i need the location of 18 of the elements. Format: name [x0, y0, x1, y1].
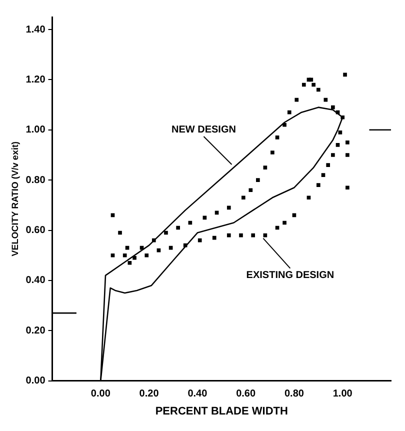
y-tick-label: 0.40 [26, 275, 46, 286]
y-tick-label: 1.40 [26, 24, 46, 36]
x-tick-label: 0.60 [236, 388, 256, 400]
annotation: NEW DESIGN [172, 124, 236, 136]
y-tick-label: 0.60 [26, 225, 46, 236]
x-tick-label: 0.00 [90, 388, 111, 400]
x-tick-label: 0.20 [139, 388, 160, 400]
x-tick-label: 0.40 [188, 388, 208, 400]
y-tick-label: 1.00 [26, 124, 46, 136]
x-axis-title: PERCENT BLADE WIDTH [155, 405, 288, 418]
x-tick-label: 0.80 [284, 388, 304, 400]
y-tick-label: 0.00 [26, 376, 46, 387]
y-tick-label: 0.20 [26, 325, 46, 336]
y-axis-title: VELOCITY RATIO (V/v exit) [10, 142, 20, 256]
x-tick-label: 1.00 [332, 388, 353, 400]
annotation: EXISTING DESIGN [246, 270, 334, 282]
y-tick-label: 0.80 [26, 174, 46, 186]
y-tick-label: 1.20 [26, 74, 46, 86]
